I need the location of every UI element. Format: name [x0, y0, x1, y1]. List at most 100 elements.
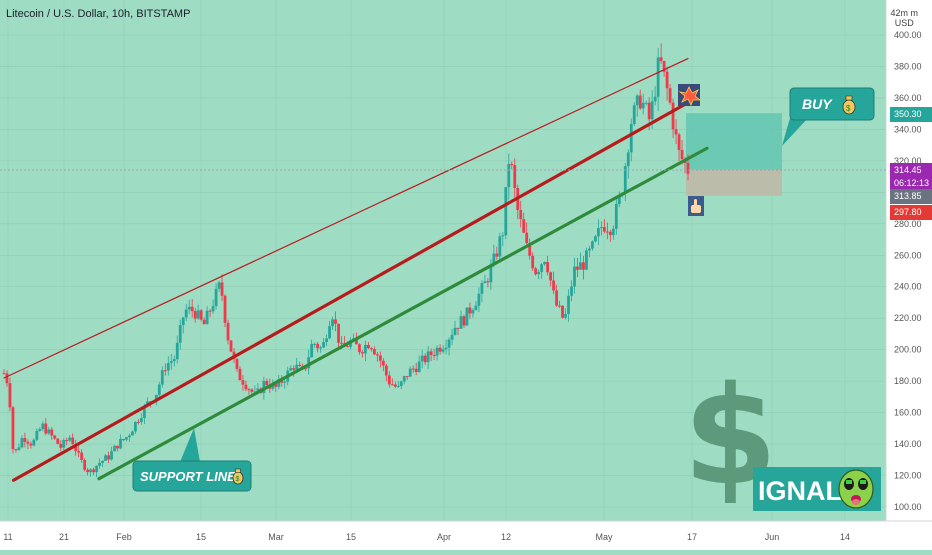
- candle: [402, 375, 406, 385]
- candle: [187, 299, 191, 315]
- candle-body: [674, 129, 678, 135]
- candle: [226, 319, 230, 345]
- candle: [486, 278, 490, 288]
- y-tick-label: 320.00: [894, 156, 922, 166]
- candle: [89, 468, 93, 477]
- y-tick-label: 340.00: [894, 124, 922, 134]
- candle-body: [426, 351, 430, 363]
- candle-body: [80, 452, 84, 460]
- candle-body: [89, 469, 93, 473]
- candle-body: [602, 227, 606, 232]
- candle-body: [355, 338, 358, 345]
- candle-body: [399, 381, 403, 386]
- x-tick-label: Feb: [116, 532, 132, 542]
- candle: [68, 435, 72, 443]
- candle-body: [56, 438, 60, 444]
- candle: [44, 418, 48, 435]
- target-zone: [686, 113, 782, 170]
- candle: [98, 458, 101, 469]
- candle-body: [599, 227, 603, 229]
- candle-body: [465, 307, 469, 326]
- x-tick-label: Mar: [268, 532, 284, 542]
- currency-text: USD: [894, 18, 914, 28]
- candle-body: [169, 361, 173, 364]
- candle-body: [172, 359, 176, 362]
- candle-body: [384, 365, 388, 376]
- candle: [483, 274, 487, 284]
- candle: [289, 365, 293, 372]
- candle-body: [32, 439, 36, 446]
- candle: [20, 435, 24, 449]
- candle-body: [142, 405, 146, 419]
- candle: [41, 421, 45, 432]
- candle-body: [86, 469, 90, 473]
- candle-body: [193, 311, 197, 319]
- candle-body: [540, 264, 544, 272]
- candle: [435, 345, 439, 361]
- candle-body: [358, 344, 361, 353]
- candle-body: [626, 152, 630, 167]
- candle: [674, 119, 678, 145]
- candle: [238, 366, 242, 381]
- candle: [8, 377, 12, 412]
- candle: [525, 222, 529, 245]
- candle: [116, 445, 119, 452]
- candle: [677, 132, 681, 161]
- candle: [119, 434, 122, 450]
- candle: [125, 436, 128, 442]
- upper-channel-line: [3, 57, 689, 379]
- candle: [558, 300, 561, 308]
- candle: [495, 246, 499, 260]
- candle-body: [199, 310, 203, 320]
- candle: [668, 84, 672, 105]
- candle: [47, 426, 51, 435]
- candle: [480, 280, 484, 303]
- candle: [334, 311, 337, 332]
- candle-body: [128, 435, 131, 438]
- candle-body: [277, 379, 281, 387]
- candle: [528, 238, 532, 260]
- candle-body: [537, 271, 541, 275]
- support-callout: SUPPORT LINE $: [132, 428, 252, 492]
- candle-body: [507, 164, 511, 188]
- time-axis[interactable]: 11 21 Feb 15 Mar 15 Apr 12 May 17 Jun 14: [0, 520, 932, 550]
- candle-body: [226, 322, 230, 341]
- candle-body: [62, 440, 66, 448]
- candle: [166, 356, 170, 376]
- candle-body: [459, 316, 463, 329]
- candle-body: [558, 305, 561, 307]
- candle-body: [555, 290, 558, 306]
- candle-body: [411, 368, 415, 370]
- candle: [629, 118, 633, 162]
- candle: [59, 440, 63, 452]
- candle: [56, 438, 60, 445]
- candle-body: [307, 357, 311, 369]
- candle-body: [450, 334, 454, 340]
- candle: [74, 439, 78, 456]
- candle: [139, 413, 143, 425]
- candle-body: [361, 352, 364, 354]
- candle: [504, 187, 508, 239]
- candle: [662, 60, 666, 77]
- candle: [626, 149, 630, 179]
- candle: [361, 350, 364, 358]
- candle: [510, 161, 514, 170]
- signal-text: IGNAL: [758, 476, 842, 506]
- y-tick-label: 200.00: [894, 345, 922, 355]
- candle-body: [53, 435, 57, 439]
- candle-body: [471, 310, 475, 314]
- candle: [644, 100, 648, 106]
- candle-body: [653, 96, 657, 102]
- x-tick-label: 11: [3, 532, 12, 542]
- entry-price-badge: 313.85: [890, 189, 932, 204]
- candle-body: [334, 319, 337, 324]
- target-price-badge: 350.30: [890, 107, 932, 122]
- candle-body: [623, 166, 627, 194]
- x-tick-label: Apr: [437, 532, 451, 542]
- candle-body: [208, 310, 212, 312]
- y-tick-label: 220.00: [894, 313, 922, 323]
- candle: [429, 348, 433, 362]
- price-axis[interactable]: 100.00 120.00 140.00 160.00 180.00 200.00 220.…: [885, 0, 932, 550]
